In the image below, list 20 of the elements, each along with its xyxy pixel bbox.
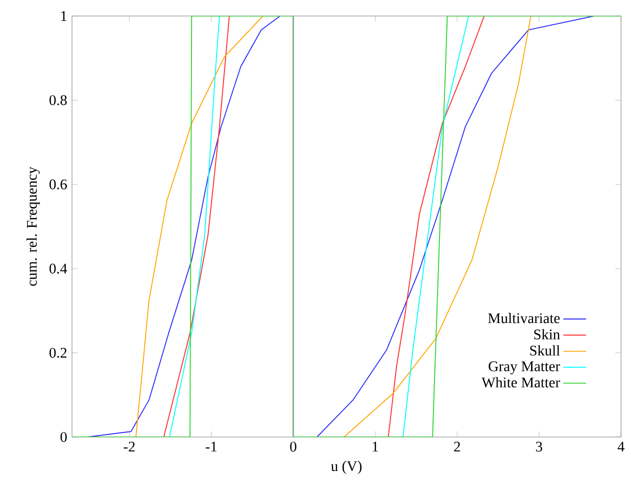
legend-label: Gray Matter [488,361,560,374]
y-tick-label: 1 [61,11,66,21]
x-tick-label: 2 [454,442,460,452]
x-tick-label: 4 [618,442,624,452]
y-tick-label: 0.8 [50,95,67,106]
x-axis-title: u (V) [331,460,362,474]
y-tick-label: 0 [60,432,67,442]
x-tick-label: 1 [372,442,378,452]
y-axis-title: cum. rel. Frequency [26,166,40,286]
legend-label: Skin [534,329,560,340]
x-tick-label: -2 [124,442,135,452]
y-tick-label: 0.4 [50,264,68,274]
legend-label: Skull [530,345,560,356]
legend-label: Multivariate [488,312,560,324]
y-tick-label: 0.6 [50,179,67,190]
x-tick-label: 3 [536,442,542,452]
x-tick-label: -1 [206,442,217,452]
x-tick-label: 0 [290,442,296,452]
legend-label: White Matter [482,377,560,388]
y-tick-label: 0.2 [50,348,66,358]
